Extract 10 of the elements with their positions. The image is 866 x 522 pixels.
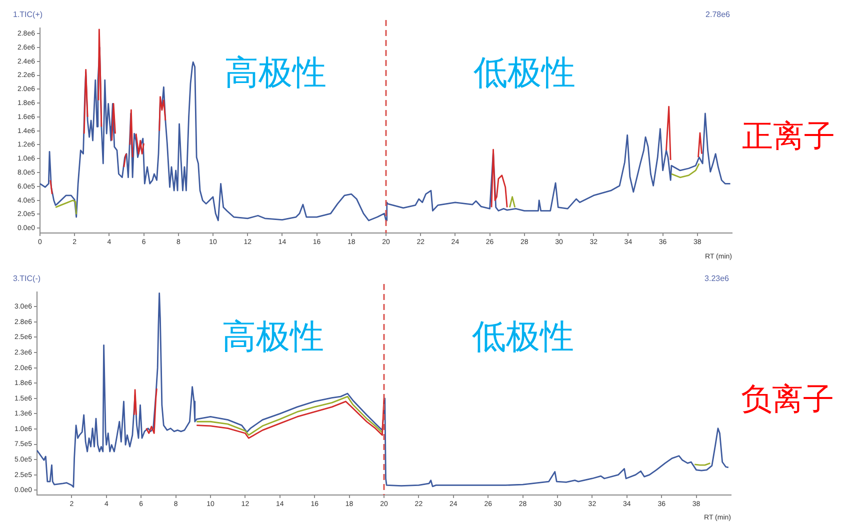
text: 负离子	[741, 382, 834, 418]
text: 正离子	[742, 118, 835, 155]
annotation: 低极性	[473, 52, 576, 93]
text: 3.23e6	[704, 274, 730, 284]
text: 2.78e6	[706, 10, 731, 20]
chart-title: 3.TIC(-)	[13, 274, 41, 284]
annotation: 低极性	[472, 316, 574, 357]
chart-title: 1.TIC(+)	[13, 10, 43, 20]
annotation: 高极性	[222, 316, 324, 357]
annotation: 高极性	[224, 52, 326, 93]
